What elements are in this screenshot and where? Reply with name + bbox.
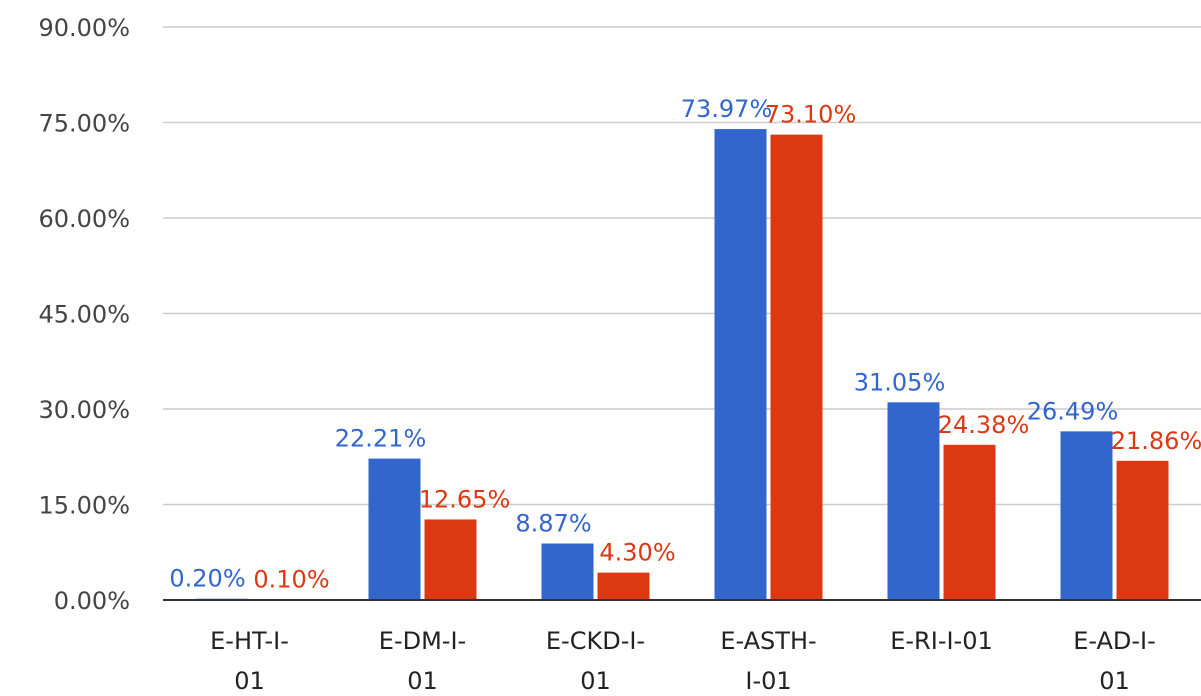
bar-series-1	[714, 129, 767, 600]
y-tick-label: 45.00%	[38, 301, 130, 329]
y-tick-label: 60.00%	[38, 205, 130, 233]
x-category-label: E-DM-I-	[379, 627, 466, 655]
data-label-series-1: 31.05%	[854, 368, 946, 396]
x-category-label: E-ASTH-	[720, 627, 816, 655]
bar-series-1	[887, 402, 940, 600]
data-label-series-1: 0.20%	[169, 565, 245, 593]
y-tick-label: 90.00%	[38, 14, 130, 42]
x-category-label: I-01	[745, 667, 791, 695]
bar-series-2	[1116, 460, 1169, 600]
y-tick-label: 0.00%	[54, 587, 130, 615]
data-label-series-2: 73.10%	[765, 101, 857, 129]
x-category-label: E-CKD-I-	[546, 627, 645, 655]
x-category-label: E-HT-I-	[210, 627, 289, 655]
bar-series-1	[1060, 431, 1113, 600]
x-category-label: E-AD-I-	[1073, 627, 1156, 655]
x-category-label: 01	[407, 667, 438, 695]
bar-series-2	[597, 572, 650, 600]
data-label-series-2: 4.30%	[599, 539, 675, 567]
data-label-series-1: 73.97%	[681, 95, 773, 123]
bar-series-2	[943, 444, 996, 600]
data-label-series-2: 0.10%	[253, 565, 329, 593]
data-label-series-2: 12.65%	[419, 485, 511, 513]
data-label-series-2: 21.86%	[1111, 427, 1201, 455]
x-category-label: E-RI-I-01	[890, 627, 993, 655]
data-label-series-1: 8.87%	[515, 510, 591, 538]
grid-lines	[163, 26, 1201, 506]
bar-series-2	[424, 519, 477, 600]
x-category-label: 01	[580, 667, 611, 695]
x-category-label: 01	[234, 667, 265, 695]
y-tick-label: 75.00%	[38, 110, 130, 138]
y-axis-ticks: 0.00% 15.00% 30.00% 45.00% 60.00% 75.00% 90.00…	[38, 14, 130, 615]
x-axis-categories: E-HT-I- 01 E-DM-I- 01 E-CKD-I- 01 E-ASTH- I-01 E…	[210, 627, 1156, 695]
data-label-series-2: 24.38%	[938, 411, 1030, 439]
data-label-series-1: 26.49%	[1027, 397, 1119, 425]
bar-series-2	[770, 134, 823, 600]
data-labels: 0.20% 0.10% 22.21% 12.65%8.87% 4.30% 73.97%73…	[169, 95, 1201, 593]
bar-series-1	[368, 458, 421, 600]
x-category-label: 01	[1099, 667, 1130, 695]
bar-series-1	[541, 543, 594, 600]
data-label-series-1: 22.21%	[335, 425, 427, 453]
y-tick-label: 30.00%	[38, 396, 130, 424]
y-tick-label: 15.00%	[38, 492, 130, 520]
bars	[195, 129, 1169, 600]
